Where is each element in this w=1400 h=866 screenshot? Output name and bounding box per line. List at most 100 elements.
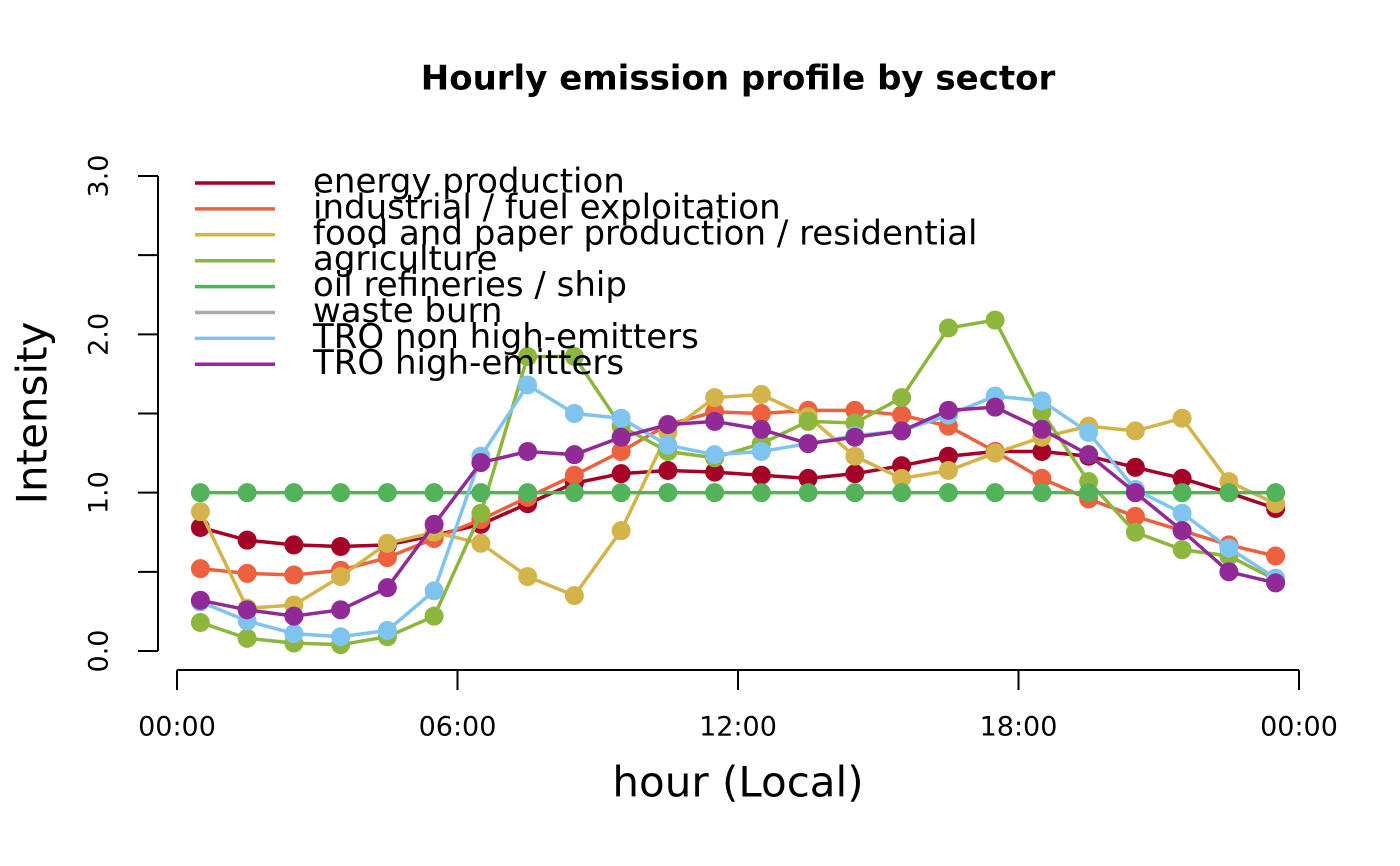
data-point — [564, 586, 584, 606]
data-point — [1219, 538, 1239, 558]
data-point — [331, 537, 351, 556]
data-point — [798, 468, 818, 488]
data-point — [751, 465, 771, 485]
data-point — [1172, 468, 1192, 488]
data-point — [705, 411, 725, 431]
data-point — [377, 620, 397, 640]
data-point — [751, 419, 771, 439]
data-point — [611, 521, 631, 541]
data-point — [284, 606, 304, 626]
data-point — [190, 483, 210, 503]
data-point — [892, 483, 912, 503]
legend-label: TRO high-emitters — [312, 343, 624, 383]
data-point — [938, 446, 958, 466]
data-point — [1032, 468, 1052, 488]
data-point — [1172, 408, 1192, 428]
data-point — [985, 483, 1005, 503]
x-tick-label: 12:00 — [699, 712, 777, 743]
data-point — [985, 397, 1005, 417]
legend-label: food and paper production / residential — [313, 213, 978, 253]
data-point — [190, 559, 210, 579]
data-point — [190, 590, 210, 610]
data-point — [377, 533, 397, 553]
legend-label: waste burn — [313, 291, 502, 331]
data-point — [845, 446, 865, 466]
data-point — [377, 548, 397, 568]
data-point — [1266, 546, 1286, 566]
data-point — [798, 434, 818, 454]
data-point — [611, 408, 631, 428]
data-point — [892, 421, 912, 441]
data-point — [892, 405, 912, 425]
x-tick-label: 06:00 — [419, 712, 497, 743]
legend-label: oil refineries / ship — [313, 265, 627, 305]
data-point — [1079, 423, 1099, 442]
data-point — [1125, 506, 1145, 526]
y-tick-label: 0.0 — [84, 630, 115, 673]
data-point — [845, 464, 865, 484]
y-tick-label: 3.0 — [84, 155, 115, 198]
data-point — [1032, 419, 1052, 439]
data-point — [705, 445, 725, 465]
data-point — [564, 445, 584, 465]
data-point — [471, 533, 491, 553]
data-point — [751, 442, 771, 461]
data-point — [284, 624, 304, 644]
y-axis-label: Intensity — [8, 322, 57, 505]
data-point — [1125, 483, 1145, 503]
data-point — [284, 535, 304, 555]
data-point — [471, 483, 491, 503]
data-point — [938, 318, 958, 338]
data-point — [331, 483, 351, 503]
data-point — [190, 613, 210, 632]
data-point — [658, 483, 678, 503]
data-point — [1172, 540, 1192, 560]
data-point — [518, 442, 538, 461]
legend-label: energy production — [313, 162, 625, 202]
data-point — [798, 411, 818, 431]
data-point — [331, 567, 351, 587]
data-point — [1266, 573, 1286, 593]
data-point — [1219, 483, 1239, 503]
data-point — [237, 483, 257, 503]
data-point — [1172, 503, 1192, 523]
data-point — [751, 483, 771, 503]
data-point — [1032, 442, 1052, 461]
data-point — [938, 461, 958, 480]
data-point — [424, 606, 444, 626]
data-point — [424, 483, 444, 503]
data-point — [1032, 483, 1052, 503]
data-point — [190, 502, 210, 522]
data-point — [1172, 483, 1192, 503]
data-point — [1079, 445, 1099, 465]
data-point — [985, 443, 1005, 463]
data-point — [331, 627, 351, 647]
data-point — [564, 404, 584, 423]
legend-label: agriculture — [313, 239, 498, 279]
data-point — [985, 310, 1005, 330]
data-point — [284, 565, 304, 585]
data-point — [1125, 457, 1145, 477]
data-point — [705, 483, 725, 503]
data-point — [892, 388, 912, 408]
data-point — [237, 563, 257, 583]
data-point — [658, 461, 678, 480]
data-point — [798, 483, 818, 503]
y-tick-label: 2.0 — [84, 313, 115, 356]
data-point — [611, 483, 631, 503]
data-point — [237, 530, 257, 550]
data-point — [377, 578, 397, 598]
data-point — [518, 347, 538, 366]
data-point — [518, 567, 538, 587]
data-point — [237, 600, 257, 620]
legend-label: TRO non high-emitters — [312, 317, 699, 357]
data-point — [331, 600, 351, 620]
data-point — [518, 483, 538, 503]
data-point — [564, 483, 584, 503]
y-tick-label: 1.0 — [84, 471, 115, 514]
data-point — [751, 404, 771, 423]
data-point — [938, 400, 958, 420]
data-point — [611, 442, 631, 461]
data-point — [518, 375, 538, 395]
